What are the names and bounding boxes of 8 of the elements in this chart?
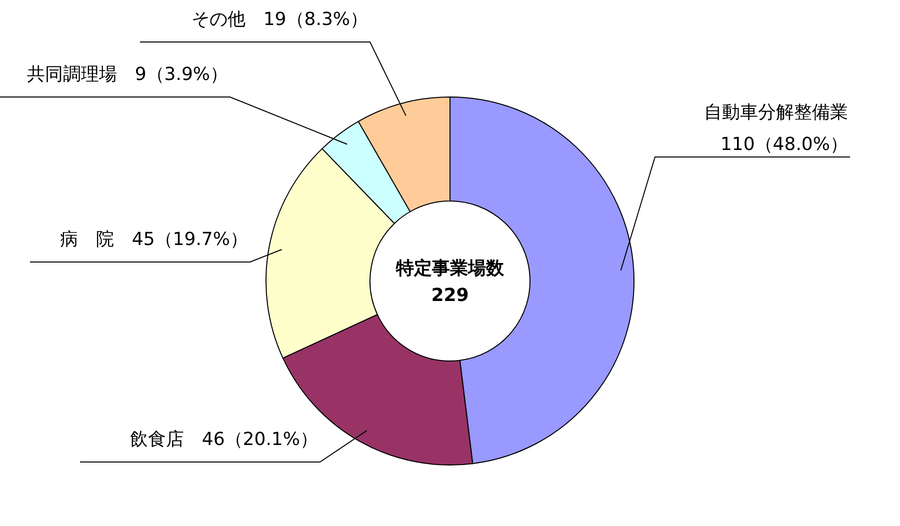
data-label: 110（48.0%）	[720, 134, 848, 155]
text: 特定事業場数	[395, 258, 505, 279]
slice-label: その他 19（8.3%）	[191, 9, 368, 30]
text: 229	[431, 285, 469, 306]
slice-label: 飲食店 46（20.1%）	[130, 429, 318, 450]
slice-label: 共同調理場 9（3.9%）	[26, 64, 228, 85]
slice-label: 自動車分解整備業	[704, 102, 848, 123]
slice-label: 病 院 45（19.7%）	[60, 229, 248, 250]
